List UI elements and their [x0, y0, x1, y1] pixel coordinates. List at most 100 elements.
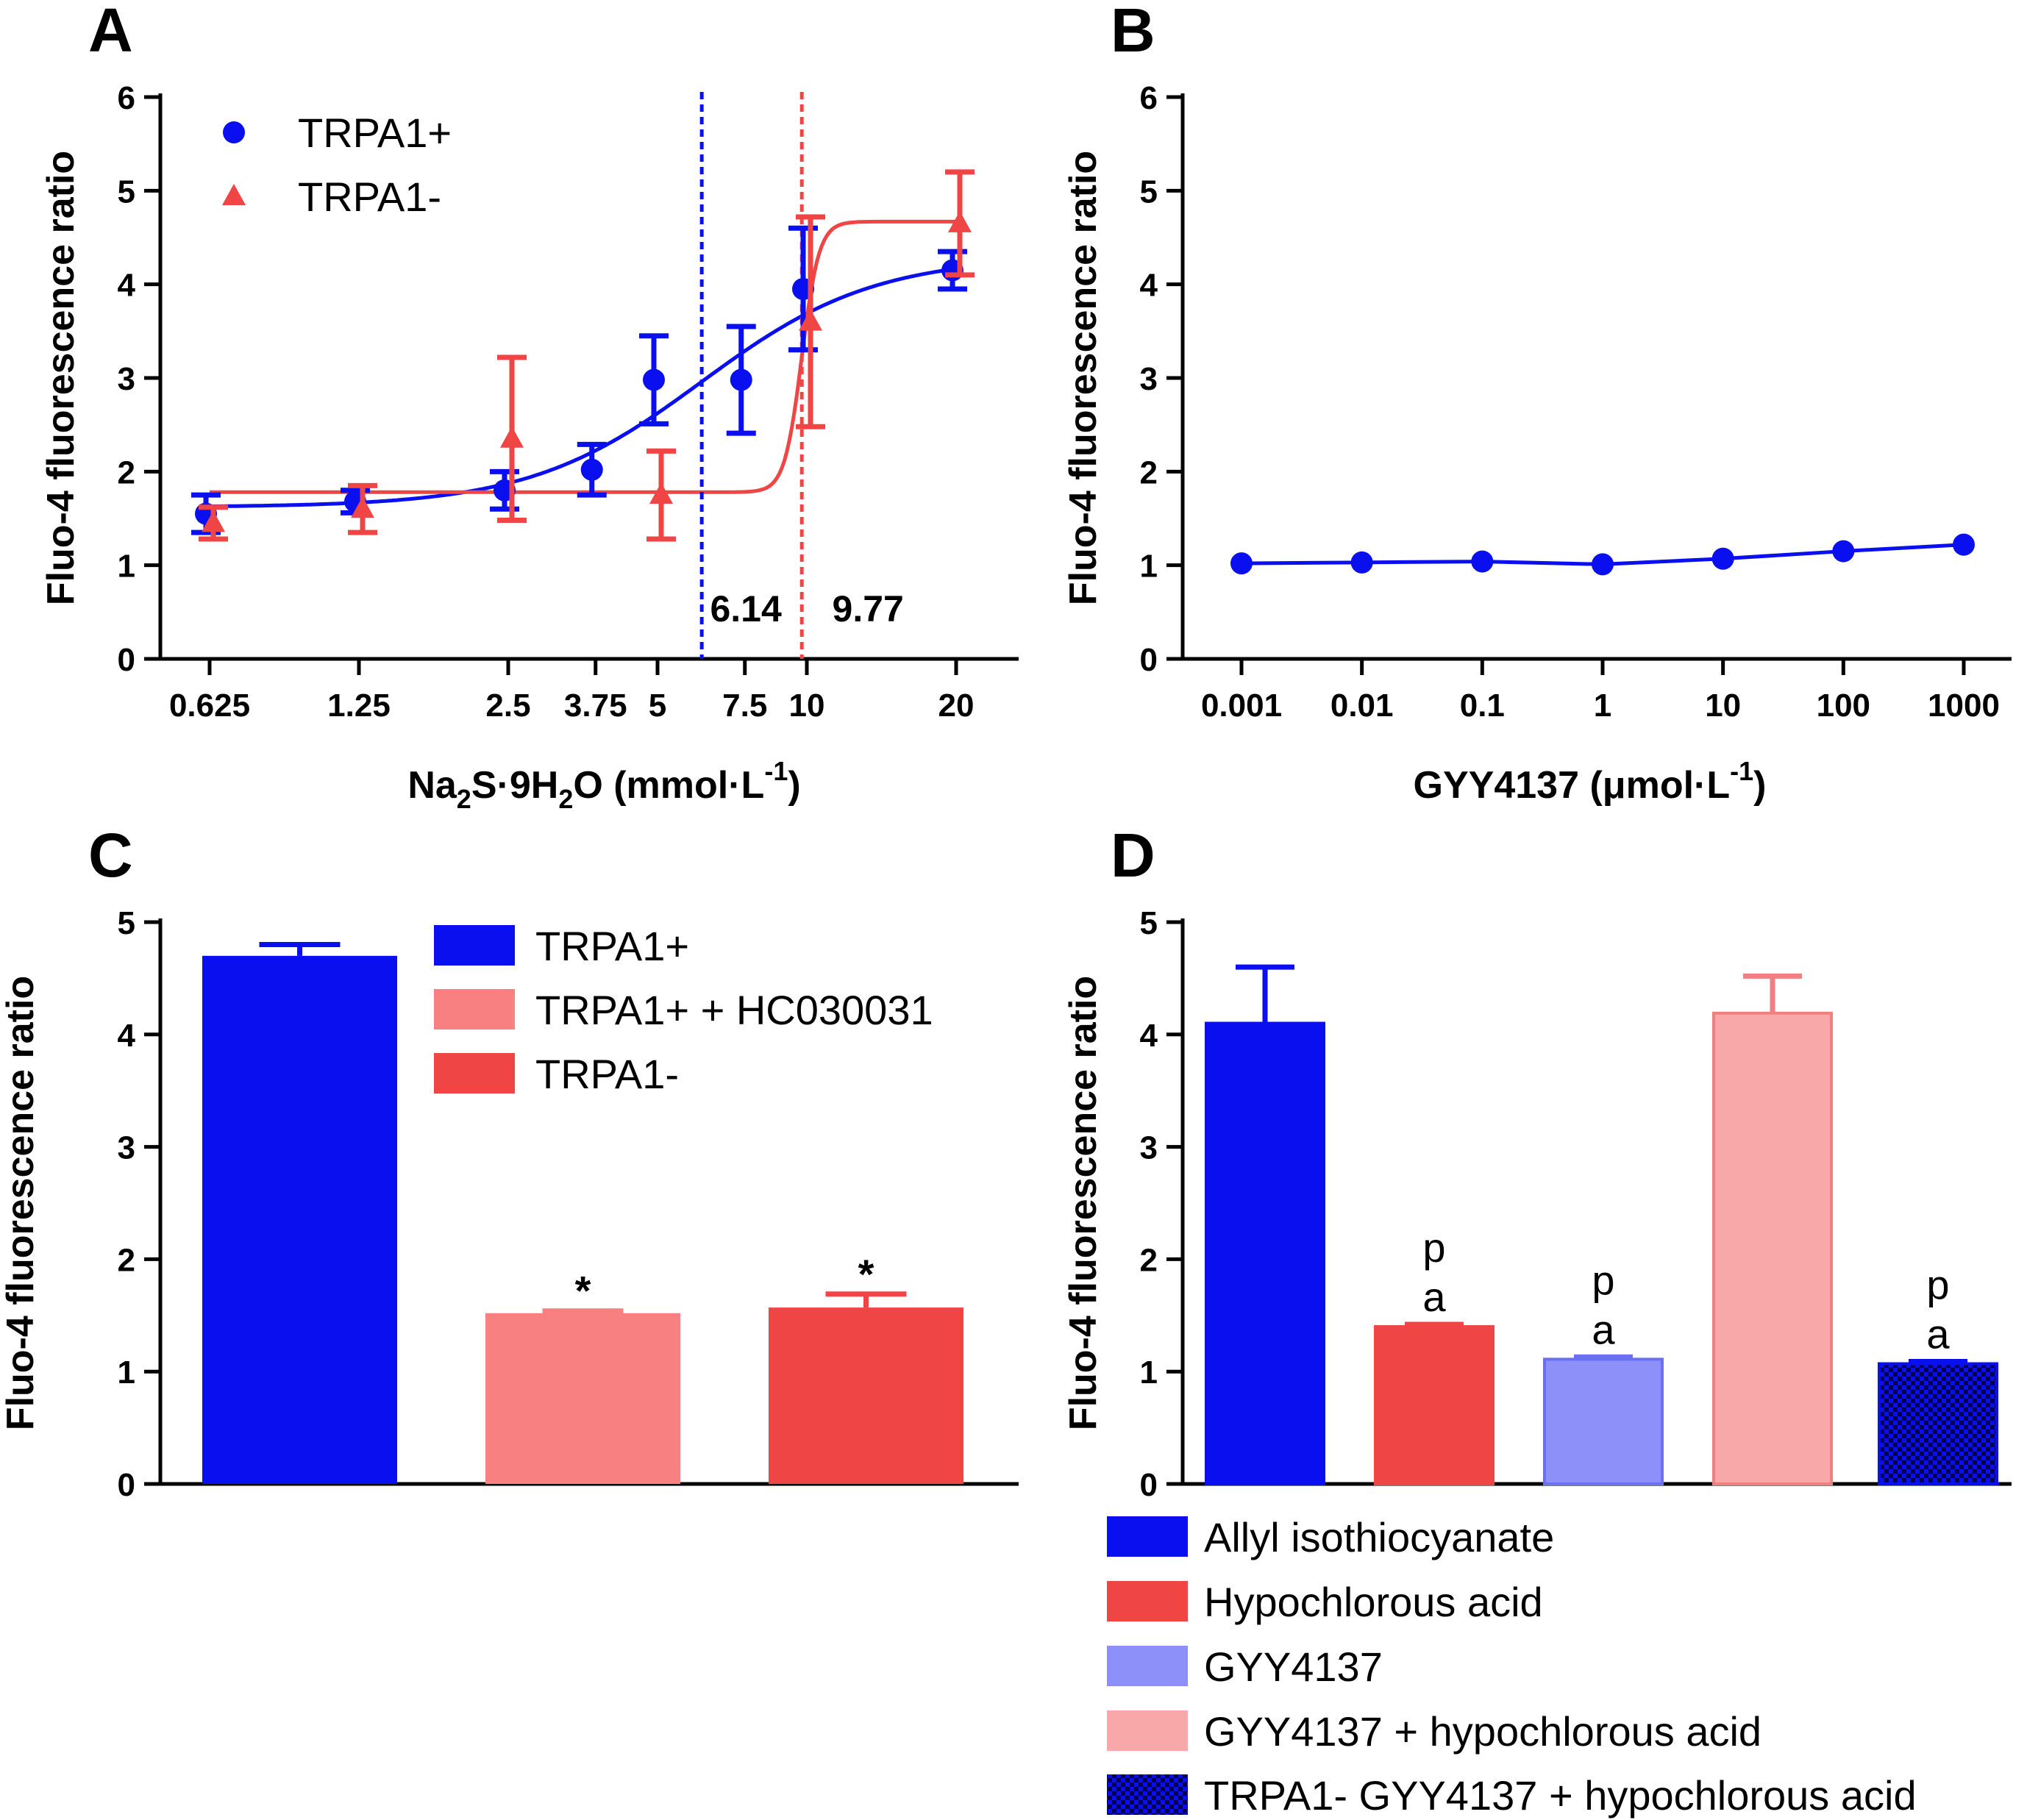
x-tick-label: 1 [1594, 688, 1611, 724]
ec50-label: 6.14 [710, 588, 782, 629]
y-tick-label: 3 [1140, 1130, 1158, 1166]
x-tick-label: 3.75 [564, 688, 627, 724]
x-tick-label: 0.625 [169, 688, 250, 724]
x-tick-label: 1000 [1928, 688, 2000, 724]
x-tick-label: 0.01 [1330, 688, 1394, 724]
significance-mark: a [1926, 1310, 1950, 1357]
y-tick-label: 1 [1140, 549, 1158, 585]
data-point [1711, 547, 1734, 570]
data-point [1471, 550, 1494, 573]
y-tick-label: 2 [1140, 454, 1158, 490]
ec50-label: 9.77 [833, 588, 904, 629]
legend-label: GYY4137 + hypochlorous acid [1204, 1708, 1761, 1755]
data-point [351, 496, 374, 518]
x-tick-label: 10 [1705, 688, 1741, 724]
data-point [1953, 533, 1975, 556]
x-axis-title: Na2S·9H2O (mmol·L-1) [407, 756, 800, 814]
y-tick-label: 6 [1140, 80, 1158, 116]
data-point [1350, 551, 1373, 574]
y-tick-label: 3 [118, 1130, 135, 1166]
y-tick-label: 5 [118, 905, 135, 941]
data-point [948, 210, 972, 232]
data-point [643, 368, 665, 391]
legend-label: TRPA1+ + HC030031 [535, 987, 933, 1033]
y-axis-title: Fluo-4 fluorescence ratio [1062, 151, 1105, 605]
fit-curve-trpa1-neg [210, 219, 956, 494]
x-tick-label: 2.5 [485, 688, 530, 724]
bar [1878, 1362, 1998, 1486]
panel-label-a: A [88, 0, 133, 65]
y-tick-label: 1 [118, 549, 135, 585]
y-tick-label: 5 [1140, 174, 1158, 210]
data-point [1832, 540, 1855, 563]
y-axis-title: Fluo-4 fluorescence ratio [0, 976, 42, 1430]
bar [485, 1313, 680, 1484]
legend-marker [222, 184, 246, 205]
chart-a: 0 1 2 3 4 5 6 Fluo-4 fluorescence ratio 0.625 1.2… [40, 80, 1019, 814]
legend-label: GYY4137 [1204, 1644, 1383, 1690]
legend-label: Allyl isothiocyanate [1204, 1514, 1554, 1560]
panel-label-d: D [1111, 821, 1155, 890]
x-tick-label: 1.25 [327, 688, 391, 724]
data-point [1592, 553, 1614, 576]
legend-label: TRPA1- [535, 1051, 679, 1097]
y-tick-label: 0 [1140, 642, 1158, 678]
legend-label: TRPA1- [298, 174, 441, 220]
legend-swatch [1107, 1774, 1188, 1815]
significance-mark: * [575, 1268, 591, 1314]
y-tick-label: 4 [1140, 1018, 1158, 1054]
bar [1205, 1021, 1325, 1485]
legend-swatch [1107, 1581, 1188, 1621]
x-tick-label: 0.001 [1201, 688, 1282, 724]
fit-curve-trpa1-pos [210, 266, 957, 509]
y-tick-label: 0 [118, 642, 135, 678]
y-tick-label: 2 [118, 1242, 135, 1278]
y-tick-label: 6 [118, 80, 135, 116]
significance-mark: a [1592, 1306, 1615, 1352]
y-axis-title: Fluo-4 fluorescence ratio [1062, 976, 1105, 1430]
data-point [202, 510, 225, 532]
y-tick-label: 2 [118, 454, 135, 490]
x-tick-label: 0.1 [1460, 688, 1505, 724]
significance-mark: p [1926, 1261, 1949, 1307]
legend-label: TRPA1+ [298, 110, 452, 156]
x-tick-label: 100 [1817, 688, 1870, 724]
y-tick-label: 5 [1140, 905, 1158, 941]
x-axis-title: GYY4137 (μmol·L-1) [1414, 756, 1767, 807]
data-point [500, 426, 524, 448]
data-point [1230, 552, 1253, 575]
chart-c: 0 1 2 3 4 5 Fluo-4 fluorescence ratio * * TRPA1+ T… [0, 905, 1019, 1503]
y-tick-label: 1 [1140, 1355, 1158, 1391]
bar [202, 955, 397, 1484]
bar [1543, 1357, 1664, 1485]
legend-swatch [1107, 1710, 1188, 1751]
y-tick-label: 5 [118, 174, 135, 210]
legend-swatch [1107, 1646, 1188, 1686]
bar [769, 1307, 963, 1484]
legend-swatch [434, 1053, 515, 1093]
data-point [580, 458, 603, 481]
significance-mark: p [1592, 1257, 1614, 1303]
y-tick-label: 0 [1140, 1467, 1158, 1503]
y-tick-label: 1 [118, 1355, 135, 1391]
x-tick-label: 7.5 [722, 688, 767, 724]
significance-mark: a [1422, 1274, 1446, 1320]
y-tick-label: 0 [118, 1467, 135, 1503]
data-point [730, 368, 752, 391]
data-point [649, 482, 673, 504]
bar [1374, 1325, 1495, 1485]
data-point [799, 309, 822, 331]
significance-mark: * [858, 1251, 874, 1297]
y-axis-title: Fluo-4 fluorescence ratio [40, 151, 82, 605]
x-tick-label: 20 [938, 688, 975, 724]
significance-mark: p [1422, 1224, 1445, 1271]
panel-label-b: B [1111, 0, 1155, 65]
legend-label: TRPA1+ [535, 923, 689, 969]
y-tick-label: 4 [118, 1018, 136, 1054]
x-tick-label: 5 [649, 688, 666, 724]
y-tick-label: 4 [118, 268, 136, 304]
panel-label-c: C [88, 821, 133, 890]
chart-b: 0 1 2 3 4 5 6 Fluo-4 fluorescence ratio 0.001 0.0… [1062, 80, 2012, 807]
